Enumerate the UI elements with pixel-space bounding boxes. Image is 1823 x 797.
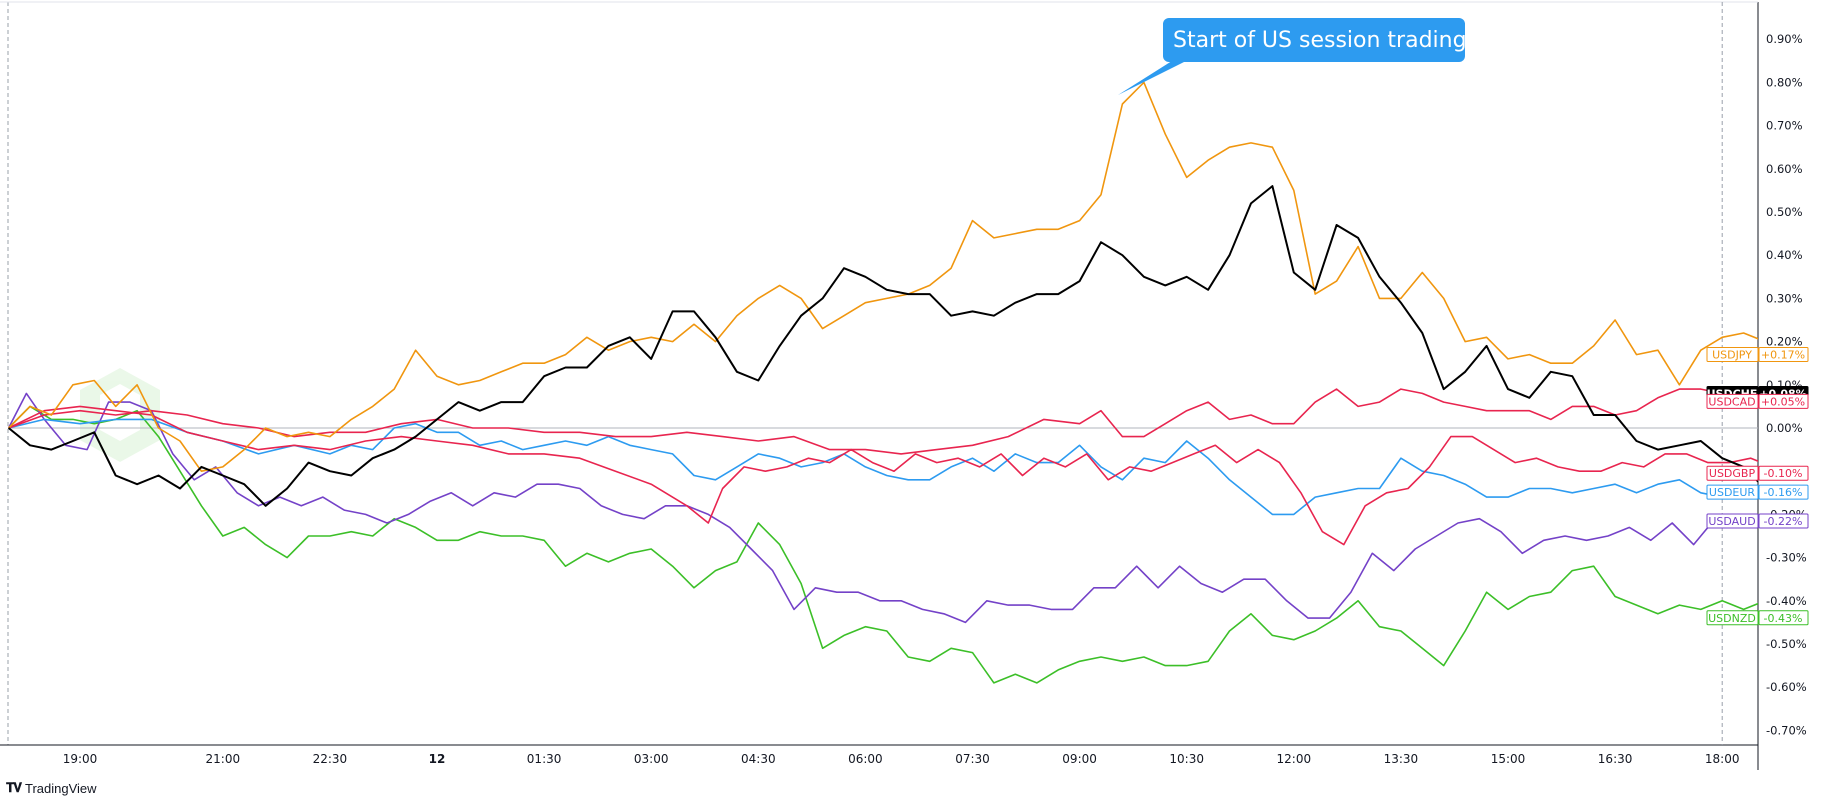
y-tick-label: 0.00% [1766, 421, 1803, 435]
x-tick-label: 13:30 [1384, 752, 1419, 766]
series-name-tag-usdcad[interactable]: USDCAD [1706, 393, 1759, 409]
series-value-tag-usdnzd[interactable]: -0.43% [1758, 610, 1809, 626]
y-tick-label: 0.80% [1766, 75, 1803, 89]
series-value-tag-usdgbp[interactable]: -0.10% [1758, 465, 1809, 481]
x-tick-label: 21:00 [206, 752, 241, 766]
x-tick-label: 06:00 [848, 752, 883, 766]
series-line-usdcad [8, 388, 1758, 455]
series-name-tag-usdeur[interactable]: USDEUR [1706, 484, 1759, 500]
y-tick-label: -0.50% [1766, 637, 1807, 651]
x-tick-label: 03:00 [634, 752, 669, 766]
callout-pointer [1118, 59, 1190, 95]
tradingview-logo-icon: 𝐓𝐕 [6, 780, 22, 795]
series-value-label: -0.10% [1764, 467, 1803, 480]
y-tick-label: 0.20% [1766, 335, 1803, 349]
callout-text: Start of US session trading [1173, 28, 1467, 53]
brand-label: TradingView [25, 780, 97, 796]
series-line-usdchf [8, 185, 1758, 507]
x-tick-label: 10:30 [1169, 752, 1204, 766]
x-tick-label: 12 [429, 752, 446, 766]
series-name-label: USDCAD [1708, 395, 1755, 408]
y-tick-label: 0.30% [1766, 291, 1803, 305]
x-tick-label: 16:30 [1598, 752, 1633, 766]
series-value-label: -0.22% [1764, 515, 1803, 528]
series-name-label: USDAUD [1708, 515, 1755, 528]
x-tick-label: 19:00 [63, 752, 98, 766]
x-tick-label: 15:00 [1491, 752, 1526, 766]
series-name-label: USDEUR [1709, 486, 1756, 499]
x-tick-label: 01:30 [527, 752, 562, 766]
series-name-label: USDJPY [1712, 349, 1752, 362]
x-tick-label: 09:00 [1062, 752, 1097, 766]
series-name-tag-usdnzd[interactable]: USDNZD [1706, 610, 1759, 626]
series-name-tag-usdaud[interactable]: USDAUD [1706, 513, 1759, 529]
y-tick-label: 0.50% [1766, 205, 1803, 219]
series-value-label: +0.17% [1761, 349, 1805, 362]
y-tick-label: -0.60% [1766, 680, 1807, 694]
series-line-usdeur [8, 418, 1758, 516]
y-tick-label: -0.40% [1766, 594, 1807, 608]
x-tick-label: 18:00 [1705, 752, 1740, 766]
series-name-tag-usdjpy[interactable]: USDJPY [1706, 347, 1759, 363]
series-value-label: -0.16% [1764, 486, 1803, 499]
y-tick-label: -0.30% [1766, 551, 1807, 565]
series-line-usdaud [8, 392, 1758, 624]
x-axis-ticks: 19:00 21:00 22:30 12 01:30 03:00 04:30 06:00 07:… [63, 752, 1740, 766]
annotation-callout[interactable]: Start of US session trading [1118, 18, 1467, 95]
y-tick-label: -0.70% [1766, 723, 1807, 737]
series-name-tag-usdgbp[interactable]: USDGBP [1706, 465, 1759, 481]
x-tick-label: 07:30 [955, 752, 990, 766]
y-tick-label: 0.90% [1766, 32, 1803, 46]
series-line-usdnzd [8, 405, 1758, 684]
brand-footer[interactable]: 𝐓𝐕 TradingView [6, 780, 97, 796]
y-tick-label: 0.40% [1766, 248, 1803, 262]
x-tick-label: 22:30 [313, 752, 348, 766]
series-value-label: +0.05% [1761, 395, 1805, 408]
series-group [8, 81, 1758, 684]
series-line-usdgbp [8, 405, 1758, 546]
series-value-tag-usdeur[interactable]: -0.16% [1758, 484, 1809, 500]
series-tags: USDJPY+0.17%USDCHF+0.08%USDCAD+0.05%USDG… [1706, 347, 1809, 626]
y-tick-label: 0.60% [1766, 162, 1803, 176]
series-line-usdjpy [8, 81, 1758, 473]
callout-box [1163, 18, 1465, 62]
series-value-tag-usdcad[interactable]: +0.05% [1758, 393, 1809, 409]
series-name-label: USDNZD [1708, 612, 1756, 625]
series-value-tag-usdjpy[interactable]: +0.17% [1758, 347, 1809, 363]
series-value-tag-usdaud[interactable]: -0.22% [1758, 513, 1809, 529]
series-value-label: -0.43% [1764, 612, 1803, 625]
series-name-label: USDGBP [1709, 467, 1756, 480]
y-tick-label: 0.70% [1766, 119, 1803, 133]
x-tick-label: 04:30 [741, 752, 776, 766]
x-tick-label: 12:00 [1277, 752, 1312, 766]
